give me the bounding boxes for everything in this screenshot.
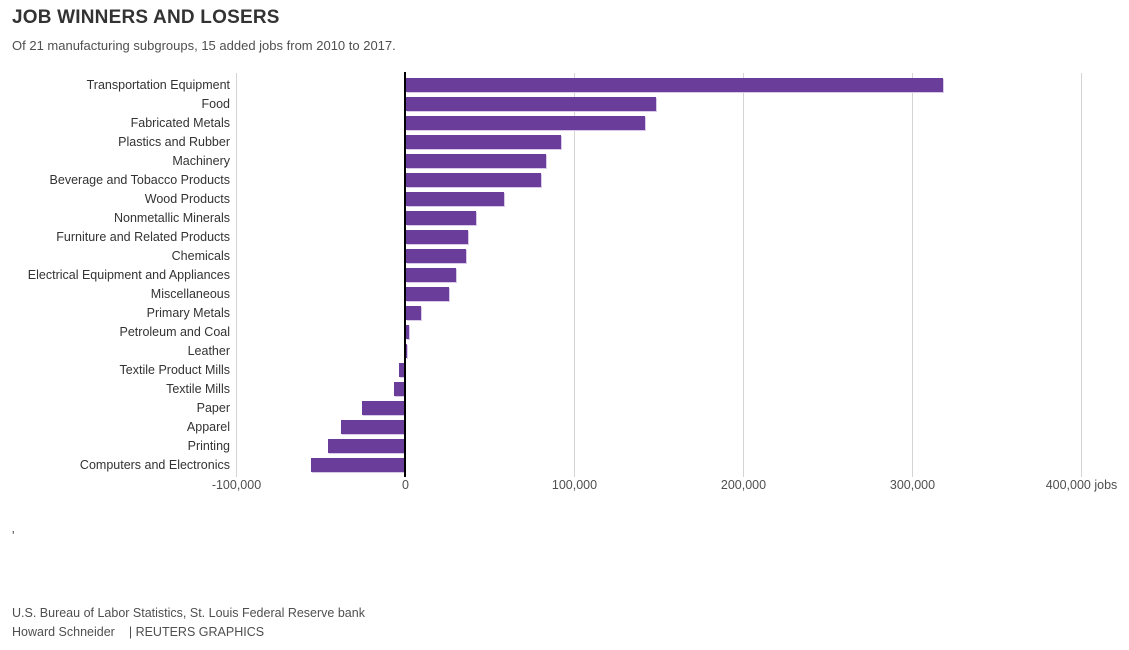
source-line: U.S. Bureau of Labor Statistics, St. Lou… [12,606,365,620]
bar-miscellaneous [405,287,450,301]
category-label-wood-products: Wood Products [144,192,230,206]
credit-line: Howard Schneider | REUTERS GRAPHICS [12,625,264,639]
category-label-apparel: Apparel [186,420,230,434]
category-label-nonmetallic-minerals: Nonmetallic Minerals [113,211,230,225]
category-label-furniture-and-related-products: Furniture and Related Products [56,230,230,244]
x-tick-label--100000: -100,000 [211,478,262,492]
bar-wood-products [405,192,504,206]
bar-machinery [405,154,546,168]
category-label-fabricated-metals: Fabricated Metals [130,116,230,130]
gridline--100000 [236,73,237,477]
bar-beverage-and-tobacco-products [405,173,541,187]
bar-chemicals [405,249,467,263]
footnote-mark: ' [12,528,15,543]
x-tick-label-400000: 400,000 jobs [1045,478,1118,492]
category-label-transportation-equipment: Transportation Equipment [86,78,230,92]
category-label-paper: Paper [196,401,230,415]
page-title: JOB WINNERS AND LOSERS [12,7,280,28]
category-label-chemicals: Chemicals [171,249,230,263]
bar-apparel [341,420,406,434]
gridline-100000 [574,73,575,477]
category-label-electrical-equipment-and-appliances: Electrical Equipment and Appliances [27,268,230,282]
bar-printing [327,439,406,453]
gridline-300000 [912,73,913,477]
category-label-leather: Leather [187,344,230,358]
category-label-primary-metals: Primary Metals [146,306,230,320]
gridline-400000 [1081,73,1082,477]
category-label-computers-and-electronics: Computers and Electronics [79,458,230,472]
x-tick-label-0: 0 [402,478,409,492]
bar-plastics-and-rubber [405,135,561,149]
bar-petroleum-and-coal [405,325,409,339]
bar-textile-mills [393,382,406,396]
bar-electrical-equipment-and-appliances [405,268,457,282]
byline: Howard Schneider [12,625,115,639]
bar-paper [361,401,406,415]
bar-transportation-equipment [405,78,943,92]
bar-nonmetallic-minerals [405,211,477,225]
category-label-beverage-and-tobacco-products: Beverage and Tobacco Products [49,173,230,187]
gridline-200000 [743,73,744,477]
category-label-petroleum-and-coal: Petroleum and Coal [119,325,230,339]
category-label-textile-product-mills: Textile Product Mills [119,363,230,377]
graphics-credit: | REUTERS GRAPHICS [128,625,265,639]
category-label-machinery: Machinery [172,154,230,168]
category-label-textile-mills: Textile Mills [166,382,230,396]
x-tick-label-100000: 100,000 [551,478,598,492]
bar-fabricated-metals [405,116,646,130]
chart-subtitle: Of 21 manufacturing subgroups, 15 added … [12,38,396,53]
zero-axis-line [404,72,406,477]
x-tick-label-200000: 200,000 [720,478,767,492]
x-tick-label-300000: 300,000 [889,478,936,492]
bar-computers-and-electronics [310,458,406,472]
category-label-miscellaneous: Miscellaneous [150,287,230,301]
bar-food [405,97,656,111]
bar-primary-metals [405,306,421,320]
category-label-printing: Printing [187,439,230,453]
bar-furniture-and-related-products [405,230,469,244]
category-label-food: Food [201,97,231,111]
bar-textile-product-mills [398,363,406,377]
category-label-plastics-and-rubber: Plastics and Rubber [118,135,230,149]
